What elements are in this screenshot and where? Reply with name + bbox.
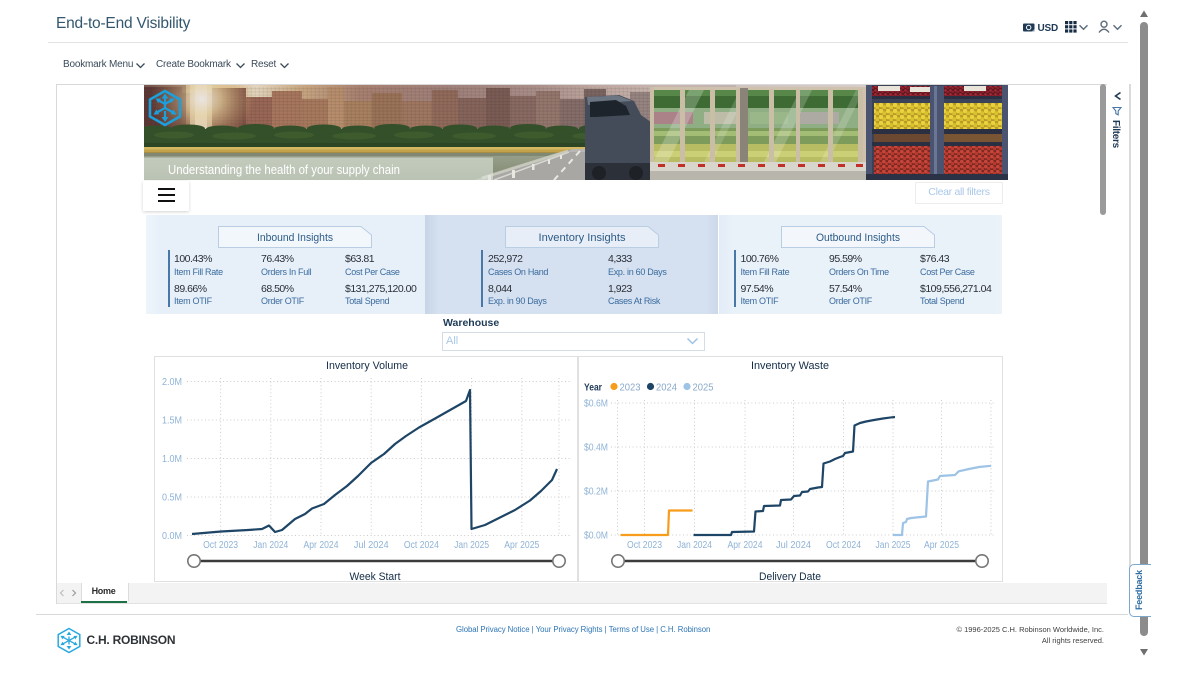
svg-text:USD: USD — [1038, 23, 1059, 34]
svg-text:Oct 2024: Oct 2024 — [404, 540, 439, 551]
svg-text:Inventory Insights: Inventory Insights — [539, 232, 626, 244]
svg-text:Delivery Date: Delivery Date — [759, 571, 821, 582]
svg-text:Apr 2025: Apr 2025 — [504, 540, 539, 551]
svg-text:1.5M: 1.5M — [162, 416, 182, 427]
svg-text:2023: 2023 — [620, 382, 641, 394]
svg-text:0.5M: 0.5M — [162, 493, 182, 504]
svg-text:Apr 2024: Apr 2024 — [304, 540, 339, 551]
svg-text:Jan 2024: Jan 2024 — [253, 540, 288, 551]
svg-text:Week Start: Week Start — [350, 571, 401, 582]
svg-text:Inventory Volume: Inventory Volume — [326, 360, 408, 372]
svg-text:Understanding the health of yo: Understanding the health of your supply … — [168, 162, 400, 177]
svg-text:0.0M: 0.0M — [162, 531, 182, 542]
svg-text:Jul 2024: Jul 2024 — [354, 540, 389, 551]
svg-text:1.0M: 1.0M — [162, 454, 182, 465]
svg-text:Oct 2023: Oct 2023 — [627, 540, 662, 551]
svg-text:Inventory Waste: Inventory Waste — [751, 360, 829, 372]
svg-text:Apr 2024: Apr 2024 — [728, 540, 763, 551]
svg-text:Jan 2025: Jan 2025 — [454, 540, 489, 551]
svg-text:Apr 2025: Apr 2025 — [924, 540, 959, 551]
svg-text:$0.2M: $0.2M — [584, 487, 608, 498]
svg-text:2025: 2025 — [693, 382, 714, 394]
svg-text:Year: Year — [584, 382, 602, 394]
svg-text:$0.4M: $0.4M — [584, 443, 608, 454]
svg-text:$0.6M: $0.6M — [584, 399, 608, 410]
svg-text:Jan 2025: Jan 2025 — [876, 540, 911, 551]
svg-text:Jul 2024: Jul 2024 — [776, 540, 811, 551]
svg-text:Outbound Insights: Outbound Insights — [816, 232, 900, 244]
svg-text:Oct 2024: Oct 2024 — [826, 540, 861, 551]
svg-text:$0.0M: $0.0M — [584, 531, 608, 542]
svg-text:2.0M: 2.0M — [162, 377, 182, 388]
svg-text:Jan 2024: Jan 2024 — [677, 540, 712, 551]
svg-text:Inbound Insights: Inbound Insights — [257, 232, 333, 244]
svg-text:Oct 2023: Oct 2023 — [203, 540, 238, 551]
svg-text:2024: 2024 — [656, 382, 677, 394]
